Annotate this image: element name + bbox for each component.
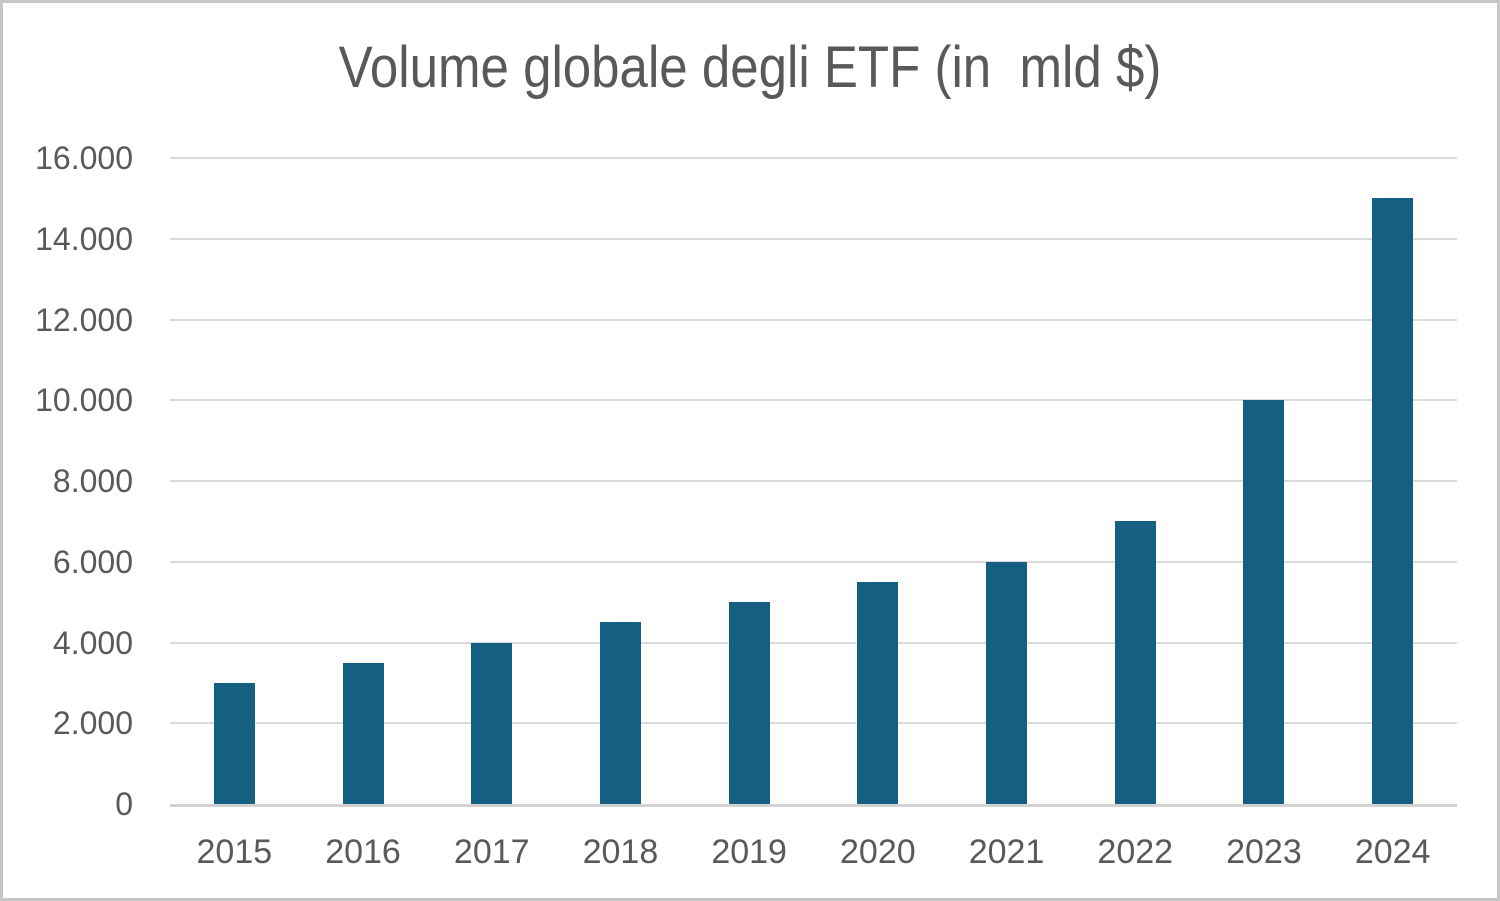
x-tick-label: 2018 [582, 833, 659, 871]
bar-2022 [1114, 521, 1156, 804]
bar-2016 [342, 662, 384, 804]
x-tick-label: 2017 [453, 833, 530, 871]
x-tick-label: 2023 [1226, 833, 1302, 871]
x-tick-label: 2015 [196, 833, 273, 871]
y-tick-label: 4.000 [52, 624, 133, 661]
bar-2020 [857, 581, 899, 804]
bar-2017 [471, 642, 513, 804]
bar-2024 [1372, 198, 1414, 804]
gridline [170, 318, 1457, 321]
y-tick-label: 10.000 [35, 382, 133, 419]
gridline [170, 480, 1457, 482]
x-tick-label: 2021 [968, 833, 1045, 871]
x-tick-label: 2022 [1097, 833, 1174, 871]
y-tick-label: 2.000 [52, 705, 133, 742]
y-tick-label: 0 [115, 786, 133, 822]
bar-2018 [599, 622, 641, 804]
x-axis-line [170, 804, 1457, 807]
bar-2023 [1243, 400, 1285, 804]
bar-2015 [213, 682, 255, 804]
gridline [170, 641, 1457, 644]
gridline [170, 722, 1457, 725]
y-tick-label: 6.000 [52, 543, 133, 580]
y-tick-label: 12.000 [35, 301, 133, 338]
gridline [170, 237, 1457, 240]
y-tick-label: 16.000 [35, 140, 133, 176]
chart-title: Volume globale degli ETF (in mld $) [338, 35, 1162, 100]
x-tick-label: 2019 [711, 833, 787, 871]
x-tick-label: 2024 [1354, 833, 1431, 871]
y-tick-label: 8.000 [52, 463, 133, 499]
gridline [170, 560, 1457, 563]
gridline [170, 157, 1457, 159]
bar-2021 [986, 561, 1028, 804]
y-tick-label: 14.000 [35, 220, 133, 257]
x-tick-label: 2020 [840, 833, 916, 871]
gridline [170, 399, 1457, 402]
x-tick-label: 2016 [325, 833, 401, 871]
bar-2019 [728, 602, 770, 804]
